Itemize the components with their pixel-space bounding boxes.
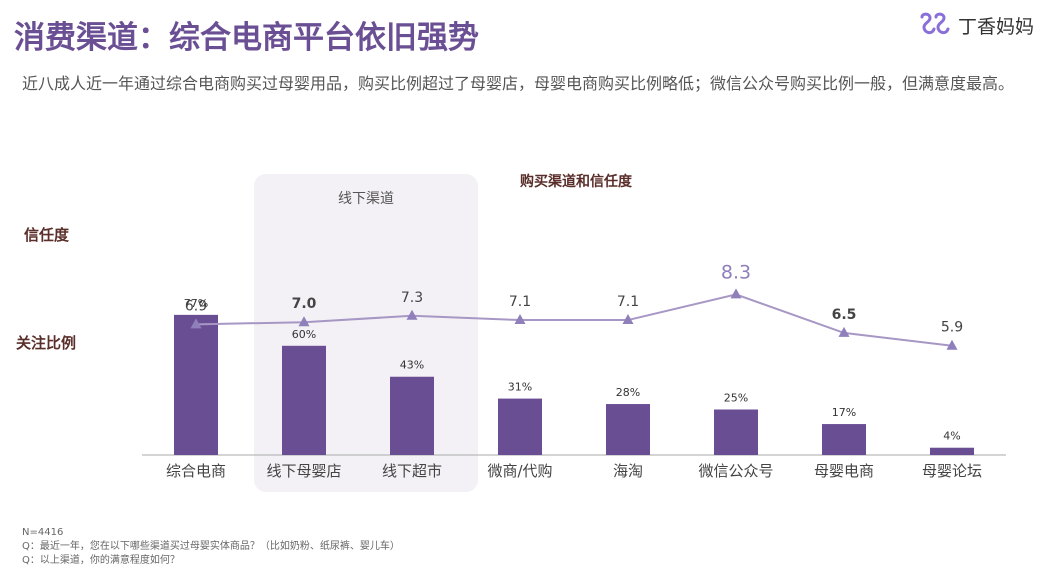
bar-label-0: 77% xyxy=(184,297,208,310)
sample-size-note: N=4416 xyxy=(22,527,64,538)
bar-0 xyxy=(174,314,218,455)
bar-label-4: 28% xyxy=(616,386,640,399)
trust-label-6: 6.5 xyxy=(832,307,857,323)
trust-label-3: 7.1 xyxy=(509,294,531,310)
trust-label-2: 7.3 xyxy=(401,290,423,306)
bar-4 xyxy=(606,404,650,455)
category-label-3: 微商/代购 xyxy=(487,462,552,480)
chart-title: 购买渠道和信任度 xyxy=(520,173,633,190)
page-title: 消费渠道：综合电商平台依旧强势 xyxy=(14,20,479,56)
category-label-7: 母婴论坛 xyxy=(922,462,982,480)
trust-marker-3 xyxy=(514,314,526,325)
trust-label-0: 6.9 xyxy=(185,298,207,314)
bar-label-6: 17% xyxy=(832,406,856,419)
bar-label-5: 25% xyxy=(724,392,748,405)
highlight-group-label: 线下渠道 xyxy=(338,191,394,207)
category-label-5: 微信公众号 xyxy=(698,462,773,480)
bar-5 xyxy=(714,409,758,455)
bar-label-7: 4% xyxy=(943,430,960,443)
question-note-2: Q：以上渠道，你的满意程度如何？ xyxy=(22,555,180,566)
trust-marker-1 xyxy=(298,316,310,327)
trust-marker-5 xyxy=(730,288,742,299)
bar-6 xyxy=(822,424,866,455)
bar-1 xyxy=(282,345,326,455)
bar-label-3: 31% xyxy=(508,381,532,394)
question-note-1: Q：最近一年，您在以下哪些渠道买过母婴实体商品？（比如奶粉、纸尿裤、婴儿车） xyxy=(22,541,400,552)
trust-label-7: 5.9 xyxy=(941,320,963,336)
row-label-share: 关注比例 xyxy=(16,334,76,352)
brand-name: 丁香妈妈 xyxy=(958,15,1035,38)
page-subtitle: 近八成人近一年通过综合电商购买过母婴用品，购买比例超过了母婴店，母婴电商购买比例… xyxy=(22,74,1015,93)
trust-marker-6 xyxy=(838,326,850,337)
category-label-1: 线下母婴店 xyxy=(266,462,341,480)
trust-label-4: 7.1 xyxy=(617,294,639,310)
dxy-mama-logo-icon xyxy=(920,12,950,35)
trust-marker-0 xyxy=(190,318,202,329)
bar-2 xyxy=(390,376,434,455)
bar-label-2: 43% xyxy=(400,359,424,372)
trust-label-1: 7.0 xyxy=(292,296,317,312)
footnotes: N=4416 Q：最近一年，您在以下哪些渠道买过母婴实体商品？（比如奶粉、纸尿裤… xyxy=(22,526,400,568)
trust-marker-2 xyxy=(406,309,418,320)
category-label-4: 海淘 xyxy=(613,462,643,480)
category-label-0: 综合电商 xyxy=(166,462,226,480)
brand: 丁香妈妈 xyxy=(918,10,1034,40)
bar-3 xyxy=(498,398,542,455)
bar-7 xyxy=(930,447,974,455)
trust-line xyxy=(195,293,953,347)
category-label-2: 线下超市 xyxy=(382,462,442,480)
row-label-trust: 信任度 xyxy=(24,226,70,244)
trust-marker-4 xyxy=(622,314,634,325)
category-label-6: 母婴电商 xyxy=(814,462,874,480)
bar-label-1: 60% xyxy=(292,328,316,341)
trust-label-5: 8.3 xyxy=(721,261,751,283)
trust-marker-7 xyxy=(946,339,958,350)
